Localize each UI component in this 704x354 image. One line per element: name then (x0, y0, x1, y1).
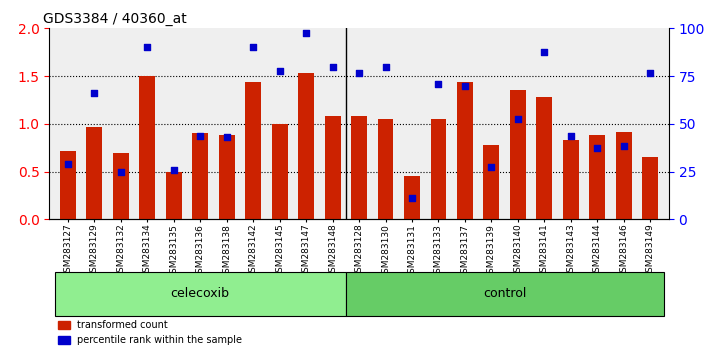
Point (274, 69, 285, 74)
Point (248, 45, 259, 50)
Point (618, 143, 629, 149)
Bar (272, 124, 287, 219)
Bar (510, 91, 526, 219)
Point (301, 30, 312, 36)
Point (194, 133, 206, 139)
Point (89, 91, 100, 96)
Bar (536, 97, 553, 219)
Point (513, 116, 524, 122)
Point (433, 81, 444, 87)
Bar (377, 119, 394, 219)
Point (565, 133, 577, 139)
Bar (245, 82, 261, 219)
Text: agent: agent (0, 353, 1, 354)
Point (221, 135, 232, 140)
Point (380, 64, 391, 69)
Bar (642, 157, 658, 219)
Text: GDS3384 / 40360_at: GDS3384 / 40360_at (43, 12, 187, 26)
Bar (219, 135, 234, 219)
Bar (589, 135, 605, 219)
Bar (298, 73, 314, 219)
Bar (351, 116, 367, 219)
Point (142, 45, 153, 50)
Point (591, 145, 603, 151)
Bar (616, 132, 631, 219)
Bar (404, 176, 420, 219)
Bar (139, 76, 155, 219)
Point (645, 70, 656, 76)
Point (486, 164, 497, 170)
Bar (563, 140, 579, 219)
Point (327, 64, 338, 69)
Bar (55, 272, 346, 316)
Bar (113, 153, 129, 219)
Point (168, 167, 180, 173)
Point (62, 161, 73, 167)
Bar (484, 145, 499, 219)
Text: control: control (483, 287, 527, 300)
Bar (457, 82, 473, 219)
Bar (431, 119, 446, 219)
Bar (325, 116, 341, 219)
Point (406, 196, 417, 201)
Legend: transformed count, percentile rank within the sample: transformed count, percentile rank withi… (54, 316, 246, 349)
Bar (60, 151, 76, 219)
Point (115, 169, 127, 175)
Point (459, 83, 470, 88)
Bar (346, 272, 663, 316)
Point (353, 70, 365, 76)
Text: celecoxib: celecoxib (170, 287, 230, 300)
Point (539, 50, 550, 55)
Bar (165, 172, 182, 219)
Bar (192, 133, 208, 219)
Bar (87, 127, 102, 219)
